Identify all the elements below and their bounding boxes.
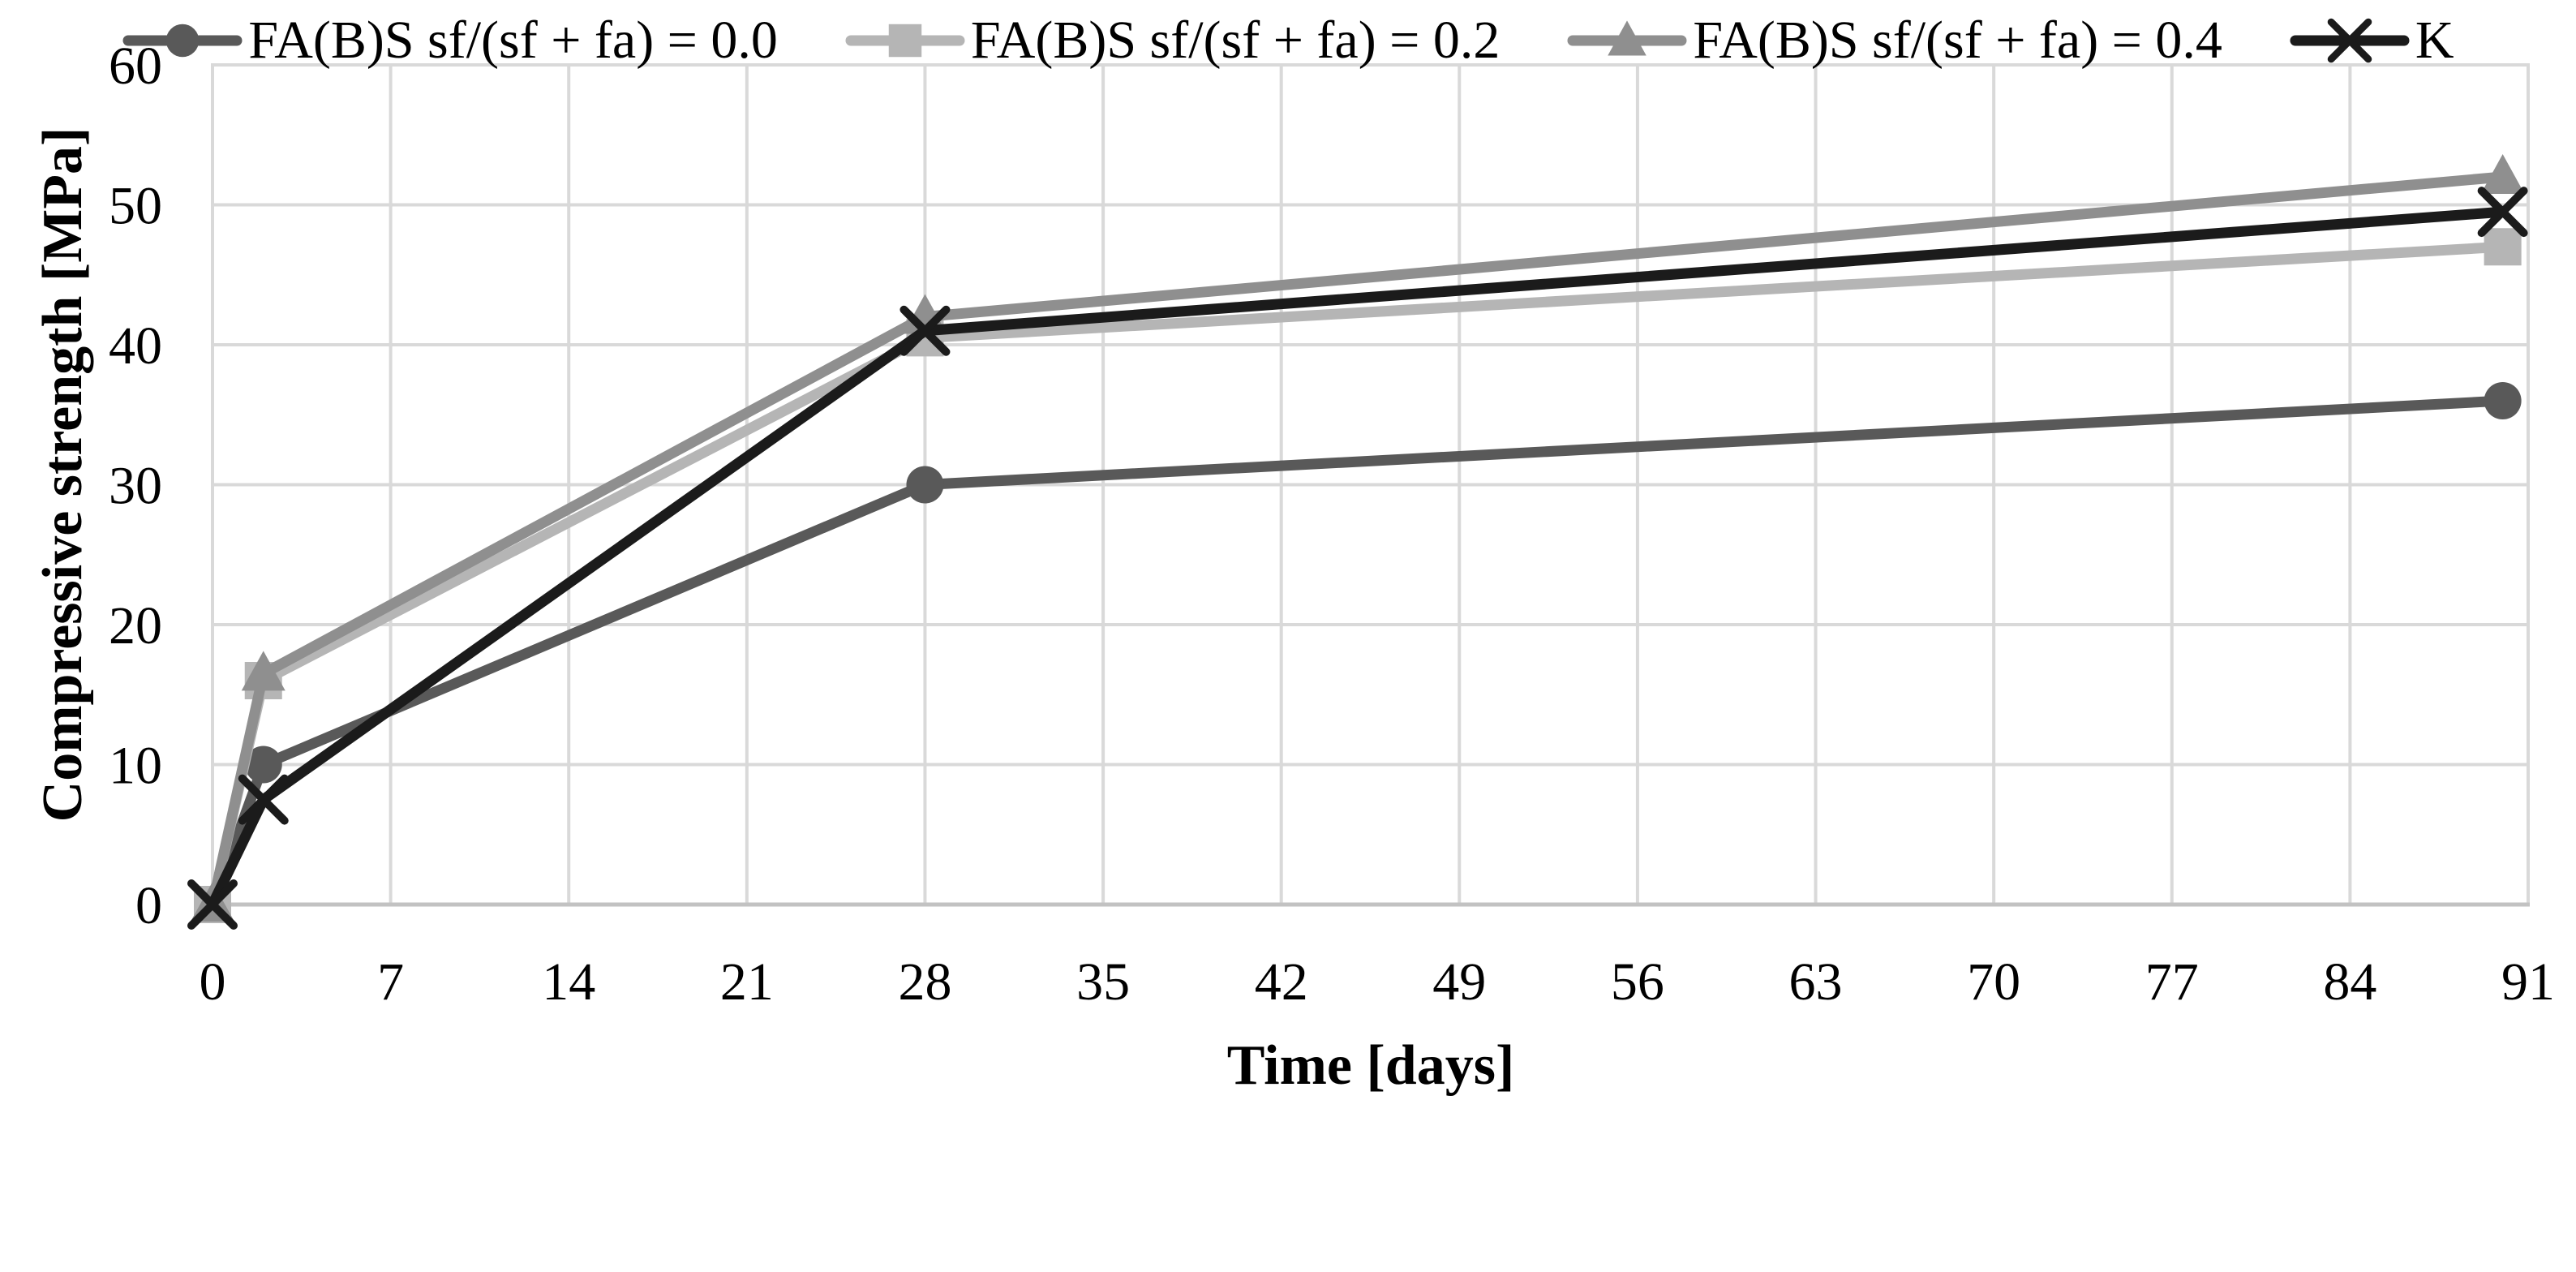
y-tick-label: 10 [109, 737, 162, 796]
legend-item-3: K [2289, 8, 2454, 73]
circle-marker [2484, 382, 2522, 419]
data-series [187, 154, 2528, 930]
legend-label: FA(B)S sf/(sf + fa) = 0.4 [1693, 11, 2222, 70]
y-tick-label: 60 [109, 37, 162, 96]
y-tick-label: 30 [109, 457, 162, 516]
square-marker [2484, 228, 2522, 266]
legend-item-1: FA(B)S sf/(sf + fa) = 0.2 [844, 8, 1501, 73]
circle-marker [244, 746, 282, 784]
x-tick-label: 91 [2501, 952, 2555, 1012]
x-tick-label: 42 [1255, 952, 1308, 1012]
x-tick-label: 21 [720, 952, 774, 1012]
y-tick-label: 20 [109, 596, 162, 655]
gridlines [213, 63, 2530, 905]
square-marker [888, 24, 922, 58]
legend-item-2: FA(B)S sf/(sf + fa) = 0.4 [1566, 8, 2222, 73]
y-axis-title: Compressive strength [MPa] [32, 127, 94, 823]
x-tick-label: 63 [1789, 952, 1843, 1012]
triangle-marker [2480, 154, 2525, 194]
x-marker [2327, 18, 2372, 63]
x-tick-label: 49 [1432, 952, 1486, 1012]
legend-key-square [845, 24, 965, 58]
legend-label: K [2415, 11, 2454, 70]
series-line [207, 206, 2509, 910]
x-tick-label: 77 [2145, 952, 2199, 1012]
legend-item-0: FA(B)S sf/(sf + fa) = 0.0 [122, 8, 778, 73]
legend-key-x [2290, 18, 2410, 63]
triangle-marker [241, 651, 286, 691]
x-axis-title: Time [days] [1227, 1034, 1515, 1097]
series-line [207, 171, 2509, 910]
x-marker [899, 305, 951, 356]
y-tick-label: 50 [109, 177, 162, 236]
x-tick-label: 84 [2323, 952, 2376, 1012]
series-3 [187, 187, 2528, 930]
legend-key-triangle [1567, 20, 1687, 56]
triangle-marker [1608, 20, 1647, 56]
x-marker [238, 774, 289, 825]
circle-marker [906, 466, 944, 504]
x-tick-label: 35 [1076, 952, 1130, 1012]
series-line [207, 395, 2509, 910]
x-tick-label: 0 [200, 952, 226, 1012]
legend-key-circle [122, 24, 243, 58]
x-marker [187, 879, 238, 930]
x-tick-label: 70 [1967, 952, 2020, 1012]
x-marker [2477, 187, 2528, 238]
x-tick-label: 14 [542, 952, 595, 1012]
legend-label: FA(B)S sf/(sf + fa) = 0.0 [248, 11, 778, 70]
y-tick-label: 0 [135, 876, 162, 935]
legend-label: FA(B)S sf/(sf + fa) = 0.2 [970, 11, 1501, 70]
circle-marker [166, 24, 200, 58]
x-tick-label: 7 [377, 952, 404, 1012]
plot-frame [211, 63, 2530, 907]
x-tick-label: 56 [1611, 952, 1664, 1012]
tick-labels: 0 7 14 21 28 35 42 49 56 63 70 77 84 91 0 10 20 30 40 50 60 [109, 37, 2555, 1012]
chart-legend: FA(B)S sf/(sf + fa) = 0.0 FA(B)S sf/(sf +… [0, 0, 2576, 81]
x-tick-label: 28 [898, 952, 951, 1012]
y-tick-label: 40 [109, 316, 162, 376]
